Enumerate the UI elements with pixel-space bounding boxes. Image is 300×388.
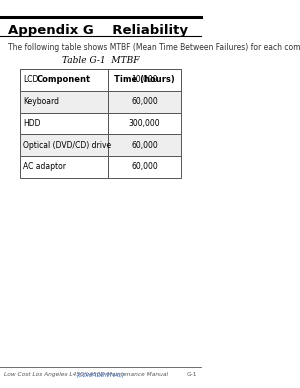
Bar bbox=[108, 156, 181, 178]
Text: 300,000: 300,000 bbox=[129, 119, 160, 128]
Bar bbox=[108, 113, 181, 134]
Text: LCD: LCD bbox=[23, 75, 38, 85]
Bar bbox=[108, 69, 181, 91]
Text: The following table shows MTBF (Mean Time Between Failures) for each component.: The following table shows MTBF (Mean Tim… bbox=[8, 43, 300, 52]
Bar bbox=[20, 69, 108, 91]
Bar bbox=[20, 134, 108, 156]
Bar bbox=[108, 69, 181, 91]
Text: Time (hours): Time (hours) bbox=[114, 75, 175, 85]
Text: [CONFIDENTIAL]: [CONFIDENTIAL] bbox=[77, 372, 125, 378]
Text: HDD: HDD bbox=[23, 119, 41, 128]
Text: 60,000: 60,000 bbox=[131, 140, 158, 150]
Bar bbox=[108, 134, 181, 156]
Text: Low Cost Los Angeles L450/L450D Maintenance Manual: Low Cost Los Angeles L450/L450D Maintena… bbox=[4, 372, 168, 378]
Bar bbox=[20, 91, 108, 113]
Text: G-1: G-1 bbox=[187, 372, 197, 378]
Bar bbox=[20, 69, 108, 91]
Text: AC adaptor: AC adaptor bbox=[23, 162, 66, 171]
Bar bbox=[20, 113, 108, 134]
Bar bbox=[20, 156, 108, 178]
Text: Table G-1  MTBF: Table G-1 MTBF bbox=[62, 56, 140, 65]
Text: Component: Component bbox=[37, 75, 91, 85]
Text: 60,000: 60,000 bbox=[131, 97, 158, 106]
Text: 60,000: 60,000 bbox=[131, 162, 158, 171]
Text: Keyboard: Keyboard bbox=[23, 97, 59, 106]
Text: Optical (DVD/CD) drive: Optical (DVD/CD) drive bbox=[23, 140, 111, 150]
Text: 10,000: 10,000 bbox=[131, 75, 158, 85]
Bar bbox=[108, 91, 181, 113]
Text: Appendix G    Reliability: Appendix G Reliability bbox=[8, 24, 188, 37]
